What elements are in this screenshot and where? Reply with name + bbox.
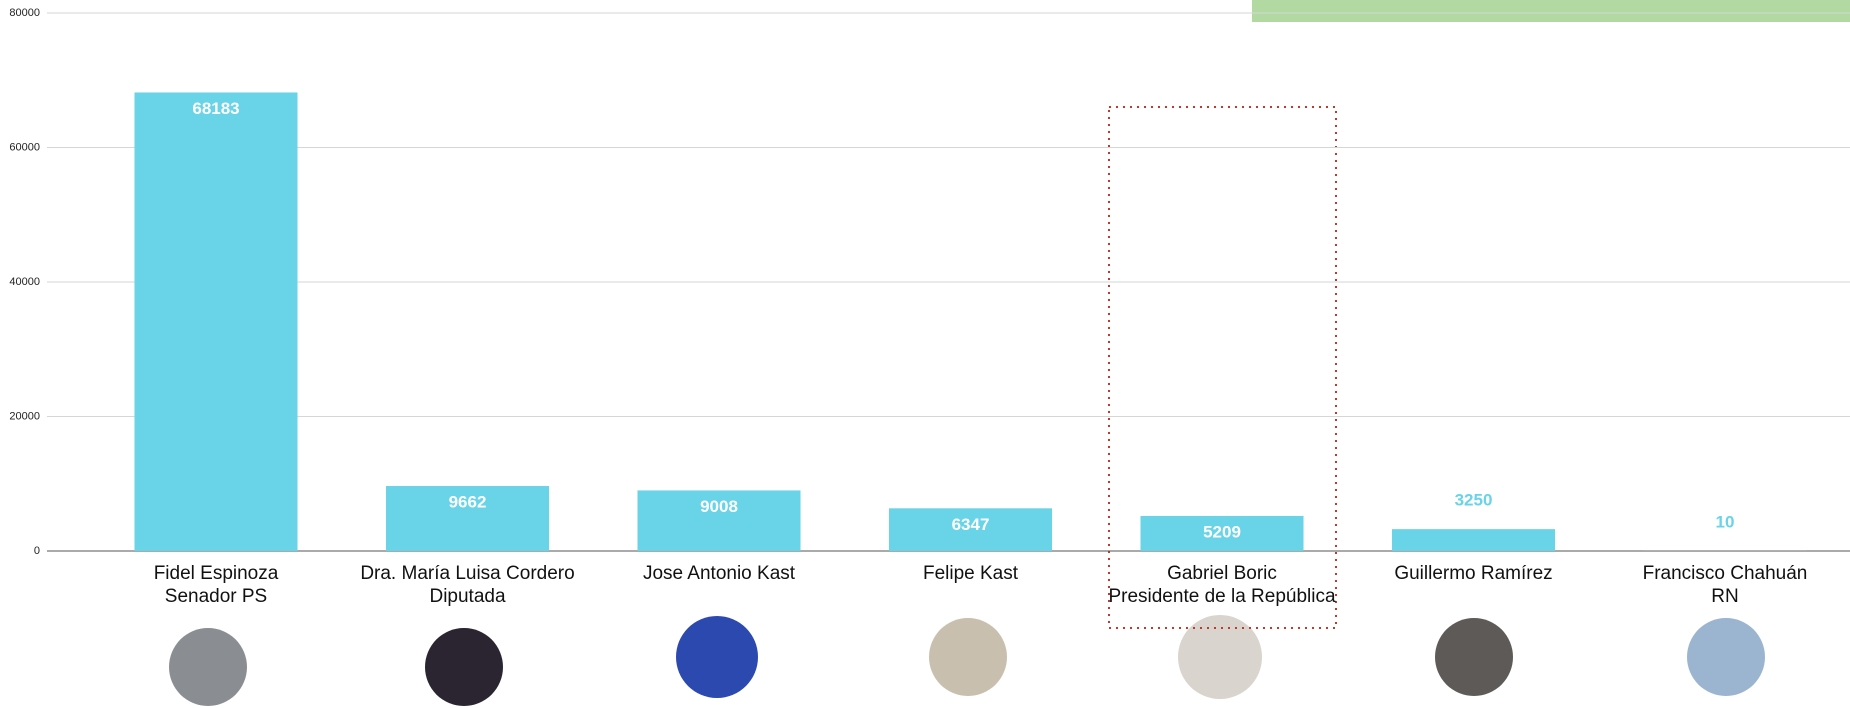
x-tick-label: Jose Antonio Kast: [594, 562, 845, 585]
y-tick-label: 40000: [9, 276, 40, 288]
photo: [169, 628, 247, 706]
banner: [1252, 0, 1850, 22]
x-tick-label: Dra. María Luisa Cordero Diputada: [342, 562, 593, 608]
bar: [1392, 529, 1555, 551]
value-label: 5209: [1203, 522, 1241, 541]
value-label: 9662: [449, 493, 487, 512]
photos: [169, 615, 1765, 706]
photo: [1435, 618, 1513, 696]
y-tick-label: 20000: [9, 410, 40, 422]
bar: [135, 92, 298, 551]
page: {"chart_data": {"type": "bar", "categori…: [0, 0, 1850, 708]
photo: [929, 618, 1007, 696]
y-tick-label: 60000: [9, 141, 40, 153]
x-tick-label: Fidel Espinoza Senador PS: [91, 562, 342, 608]
x-tick-label: Gabriel Boric Presidente de la República: [1097, 562, 1348, 608]
x-tick-label: Guillermo Ramírez: [1348, 562, 1599, 585]
value-label: 6347: [952, 515, 990, 534]
photo: [1687, 618, 1765, 696]
value-label: 9008: [700, 497, 738, 516]
value-label: 3250: [1455, 491, 1493, 510]
photo: [425, 628, 503, 706]
x-tick-label: Felipe Kast: [845, 562, 1096, 585]
value-label: 68183: [192, 99, 239, 118]
photo: [676, 616, 758, 698]
value-label: 10: [1716, 512, 1735, 531]
y-tick-label: 0: [34, 545, 40, 557]
x-tick-label: Francisco Chahuán RN: [1600, 562, 1850, 608]
y-tick-label: 80000: [9, 7, 40, 19]
